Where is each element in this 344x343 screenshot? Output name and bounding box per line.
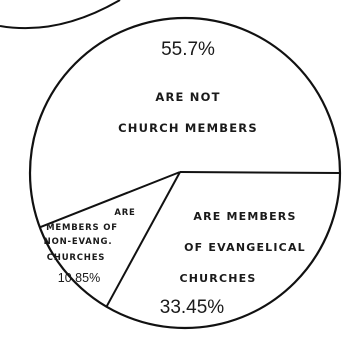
slice-label-non-evangelical-line-2: MEMBERS OF xyxy=(46,223,118,233)
slice-percent-evangelical: 33.45% xyxy=(160,297,225,318)
slice-percent-not-members: 55.7% xyxy=(161,39,215,60)
slice-label-evangelical-line-1: ARE MEMBERS xyxy=(193,210,296,223)
slice-boundary-evangelical-non-evangelical xyxy=(105,171,181,308)
slice-label-non-evangelical-line-1: ARE xyxy=(114,208,135,218)
slice-boundary-non-evangelical-not-members xyxy=(39,171,181,229)
slice-boundary-not-members-evangelical xyxy=(179,171,341,174)
slice-label-non-evangelical-line-3: NON-EVANG. xyxy=(44,237,113,247)
slice-label-not-members-line-2: CHURCH MEMBERS xyxy=(118,121,258,135)
adjacent-figure-arc xyxy=(0,0,121,30)
slice-label-not-members-line-1: ARE NOT xyxy=(155,90,220,104)
slice-label-evangelical-line-3: CHURCHES xyxy=(180,272,257,285)
slice-percent-non-evangelical: 10.85% xyxy=(58,271,100,285)
slice-label-evangelical-line-2: OF EVANGELICAL xyxy=(184,241,306,254)
slice-label-non-evangelical-line-4: CHURCHES xyxy=(47,253,105,263)
